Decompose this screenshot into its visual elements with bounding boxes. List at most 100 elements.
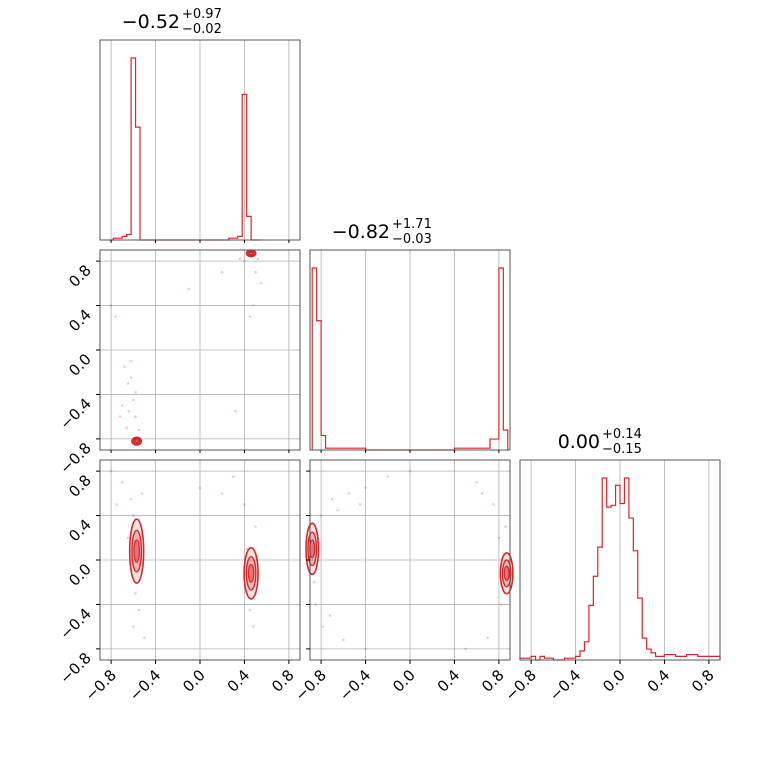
scatter-point [342, 638, 345, 642]
x-tick-label: 0.4 [434, 666, 464, 696]
scatter-point [123, 365, 126, 368]
y-tick-label: −0.4 [56, 395, 94, 433]
scatter-point [132, 398, 135, 402]
scatter-point [314, 603, 317, 606]
density-contour-inner [133, 539, 141, 563]
scatter-point [347, 492, 351, 495]
y-tick-label: 0.8 [65, 261, 95, 291]
x-tick-label: 0.0 [599, 666, 629, 696]
title-median: −0.82 [332, 221, 390, 243]
scatter-point [313, 580, 316, 584]
scatter-point [492, 503, 495, 506]
x-tick-label: 0.0 [179, 666, 209, 696]
histogram-step-line-0 [108, 57, 260, 241]
x-tick-label: 0.0 [389, 666, 419, 696]
title-minus-error: −0.15 [602, 442, 642, 457]
density-contour-inner [309, 539, 316, 559]
scatter-point [220, 270, 224, 274]
y-tick-label: 0.4 [65, 516, 95, 546]
scatter-point [109, 304, 113, 307]
scatter-point [120, 480, 124, 484]
scatter-point [243, 259, 246, 263]
scatter-point [252, 625, 255, 628]
x-tick-label: −0.4 [126, 666, 164, 704]
y-tick-label: −0.4 [56, 605, 94, 643]
scatter-point [134, 390, 137, 394]
panel-title: −0.82 +1.71−0.03 [332, 217, 432, 247]
scatter-point [115, 503, 118, 506]
scatter-point [336, 508, 340, 512]
scatter-point [358, 503, 362, 506]
x-tick-label: −0.4 [336, 666, 374, 704]
scatter-point [248, 315, 252, 318]
scatter-point [486, 636, 490, 640]
y-tick-label: 0.0 [65, 350, 95, 380]
scatter-point [464, 647, 467, 651]
panel-title: 0.00 +0.14−0.15 [558, 427, 642, 457]
density-contour-inner [247, 563, 255, 583]
title-minus-error: −0.02 [182, 22, 222, 37]
x-tick-label: −0.8 [291, 666, 329, 704]
scatter-point [475, 480, 478, 484]
scatter-point [238, 257, 242, 261]
scatter-point [408, 469, 412, 473]
panel-grid [530, 460, 710, 660]
x-tick-label: −0.8 [501, 666, 539, 704]
scatter-point [232, 475, 235, 478]
x-tick-label: −0.4 [546, 666, 584, 704]
density-contour-middle [501, 559, 512, 588]
scatter-point [126, 382, 130, 385]
scatter-point [114, 315, 117, 318]
scatter-point [245, 547, 248, 551]
scatter-point [243, 503, 246, 506]
density-contour-inner [134, 439, 140, 444]
scatter-point [118, 415, 122, 418]
scatter-point [254, 270, 257, 274]
title-median: −0.52 [122, 11, 180, 33]
scatter-point [132, 625, 135, 628]
x-tick-label: 0.4 [224, 666, 254, 696]
x-tick-label: 0.8 [688, 666, 718, 696]
scatter-point [140, 492, 144, 495]
scatter-point [137, 428, 141, 432]
scatter-point [319, 514, 323, 517]
scatter-point [134, 592, 137, 595]
scatter-point [504, 525, 507, 528]
panel-grid [100, 250, 300, 450]
title-median: 0.00 [558, 431, 600, 453]
scatter-point [143, 636, 146, 640]
scatter-point [198, 486, 202, 490]
scatter-point [127, 409, 131, 413]
scatter-point [364, 486, 367, 490]
density-contour-middle [245, 555, 257, 591]
title-plus-error: +0.14 [602, 427, 642, 442]
y-tick-label: 0.0 [65, 560, 95, 590]
scatter-point [480, 492, 484, 495]
scatter-point [328, 614, 332, 617]
scatter-point [120, 404, 124, 407]
histogram-step-line-2 [519, 477, 721, 661]
scatter-point [220, 492, 224, 495]
y-tick-label: −0.8 [56, 439, 94, 477]
scatter-point [187, 287, 191, 291]
panel-grid [100, 460, 300, 660]
scatter-point [129, 497, 133, 501]
scatter-point [364, 647, 367, 651]
panel-grid [110, 40, 290, 240]
x-tick-label: −0.8 [81, 666, 119, 704]
scatter-point [134, 415, 137, 418]
x-tick-label: 0.4 [644, 666, 674, 696]
scatter-point [126, 536, 130, 540]
scatter-point [330, 497, 334, 501]
density-contour-inner [248, 251, 254, 256]
scatter-point [254, 525, 257, 528]
scatter-point [248, 608, 252, 612]
scatter-point [137, 608, 141, 612]
scatter-point [322, 625, 325, 628]
scatter-point [234, 409, 237, 413]
scatter-point [129, 359, 133, 363]
title-plus-error: +1.71 [392, 217, 432, 232]
density-contour-middle [131, 529, 143, 573]
scatter-point [386, 475, 390, 478]
